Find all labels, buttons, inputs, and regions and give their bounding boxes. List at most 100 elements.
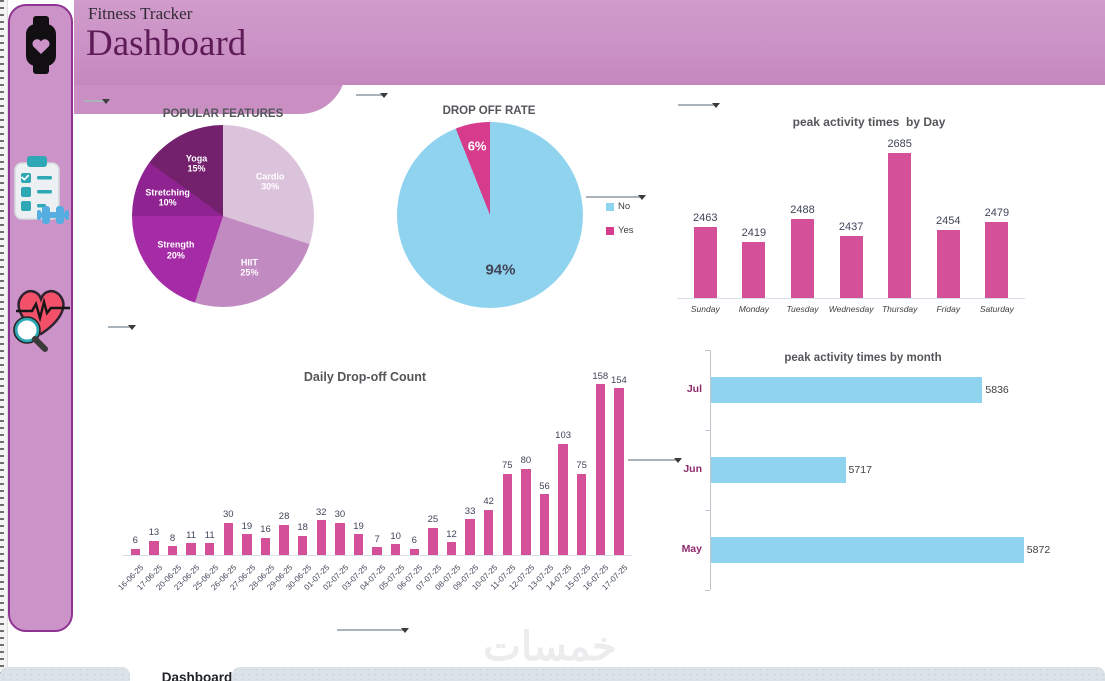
bar-value-label: 75: [576, 460, 587, 472]
collapsed-slicer-7[interactable]: [337, 628, 409, 633]
pie-slice-label: 94%: [485, 261, 516, 279]
bar-value-label: 30: [223, 509, 234, 521]
bar-value-label: 7: [374, 533, 380, 545]
bar-03-07-25: [353, 534, 364, 555]
smartwatch-heart-icon: [25, 16, 56, 74]
bar-value-label: 2419: [741, 226, 767, 239]
bar-value-label: 25: [427, 514, 439, 526]
bar-Tuesday: [791, 218, 814, 298]
popular-features-pie-chart[interactable]: Cardio 30% HIIT 25% Strength 20% Stretching 10%…: [132, 125, 314, 307]
bar-12-07-25: [521, 468, 531, 555]
bar-Monday: [742, 241, 766, 298]
bar-Jul: [711, 377, 983, 403]
collapsed-slicer-5[interactable]: [586, 195, 646, 200]
bar-value-label: 2488: [790, 203, 815, 216]
bar-04-07-25: [372, 547, 382, 555]
collapsed-slicer-1[interactable]: [84, 99, 110, 104]
sheet-tab-active-label: Dashboard: [161, 670, 233, 681]
bar-value-label: 16: [260, 524, 271, 536]
heart-rate-magnifier-icon: [12, 290, 70, 352]
sidebar: [8, 4, 73, 632]
peak-by-month-title: peak activity times by month: [784, 352, 942, 364]
bar-value-label: 5872: [1026, 544, 1051, 556]
bar-value-label: 13: [148, 527, 160, 539]
bar-value-label: 32: [316, 506, 327, 518]
collapsed-slicer-3[interactable]: [678, 103, 720, 108]
bar-May: [711, 537, 1024, 563]
left-edge-ruler: [0, 0, 8, 681]
bar-value-label: 2685: [887, 138, 912, 150]
collapsed-slicer-6[interactable]: [628, 458, 682, 463]
bar-value-label: 5836: [985, 384, 1009, 396]
x-axis-line: [677, 298, 1026, 299]
axis-tick: [705, 590, 710, 591]
collapsed-slicer-2[interactable]: [356, 93, 388, 98]
sheet-tab-active[interactable]: Dashboard: [148, 667, 246, 681]
bar-Sunday: [693, 227, 717, 298]
pie-slice-label: Stretching 10%: [145, 187, 190, 208]
category-label-Jul: Jul: [686, 383, 702, 395]
ruler-ticks: [0, 0, 4, 681]
bar-Jun: [711, 457, 846, 483]
sheet-tab-right[interactable]: [232, 667, 1105, 681]
bar-value-label: 103: [555, 430, 572, 442]
bar-11-07-25: [502, 473, 513, 555]
bar-value-label: 11: [186, 529, 197, 541]
x-axis-line: [122, 555, 633, 556]
bar-25-06-25: [204, 543, 215, 555]
bar-value-label: 6: [132, 535, 138, 546]
axis-tick: [705, 350, 710, 351]
bar-13-07-25: [539, 494, 550, 555]
bar-28-06-25: [260, 537, 271, 555]
bar-value-label: 154: [610, 374, 627, 386]
category-label-Wednesday: Wednesday: [828, 304, 874, 314]
pie-slice-label: Strength 20%: [157, 239, 195, 261]
pie-slice-label: Cardio 30%: [255, 171, 285, 192]
category-label-Friday: Friday: [936, 304, 961, 314]
bar-14-07-25: [558, 443, 568, 555]
category-label-May: May: [681, 543, 702, 555]
header-band: [74, 0, 1105, 85]
bar-05-07-25: [390, 544, 401, 555]
bar-value-label: 19: [353, 520, 364, 532]
bar-value-label: 28: [278, 511, 290, 523]
drop-off-legend: No Yes: [606, 201, 634, 249]
page-title: Dashboard: [86, 23, 247, 64]
drop-off-rate-title: DROP OFF RATE: [442, 105, 536, 117]
sheet-tab-strip: Dashboard: [0, 667, 1105, 681]
y-axis-line: [710, 350, 711, 590]
legend-item-yes[interactable]: Yes: [606, 225, 634, 236]
bar-value-label: 6: [411, 535, 417, 546]
bar-Saturday: [985, 221, 1009, 298]
collapsed-slicer-4[interactable]: [108, 325, 136, 330]
bar-27-06-25: [242, 534, 252, 555]
bar-06-07-25: [409, 548, 420, 555]
bar-26-06-25: [223, 522, 234, 555]
bar-value-label: 30: [334, 509, 346, 521]
category-label-Jun: Jun: [683, 463, 702, 475]
bar-value-label: 12: [446, 528, 457, 540]
bar-16-07-25: [595, 384, 606, 555]
bar-value-label: 42: [483, 496, 494, 508]
pie-slice-label: Yoga 15%: [185, 153, 208, 175]
bar-Wednesday: [839, 235, 863, 298]
category-label-Monday: Monday: [738, 304, 770, 314]
sheet-tab-left[interactable]: [0, 667, 130, 681]
bar-value-label: 11: [204, 529, 215, 541]
bar-value-label: 2454: [936, 215, 961, 227]
bar-08-07-25: [446, 542, 457, 555]
popular-features-title: POPULAR FEATURES: [162, 108, 284, 120]
bar-value-label: 80: [520, 455, 532, 466]
axis-tick: [705, 430, 710, 431]
drop-off-rate-pie-chart[interactable]: 94% 6%: [397, 122, 583, 308]
bar-02-07-25: [335, 522, 345, 555]
app-title: Fitness Tracker: [88, 4, 193, 23]
category-label-Thursday: Thursday: [881, 304, 918, 314]
khamsat-watermark: خمسات: [483, 625, 617, 669]
legend-item-no[interactable]: No: [606, 201, 634, 212]
bar-09-07-25: [465, 519, 475, 555]
bar-value-label: 56: [539, 480, 550, 492]
bar-value-label: 2463: [693, 212, 718, 224]
pie-slice-label: 6%: [467, 138, 487, 154]
